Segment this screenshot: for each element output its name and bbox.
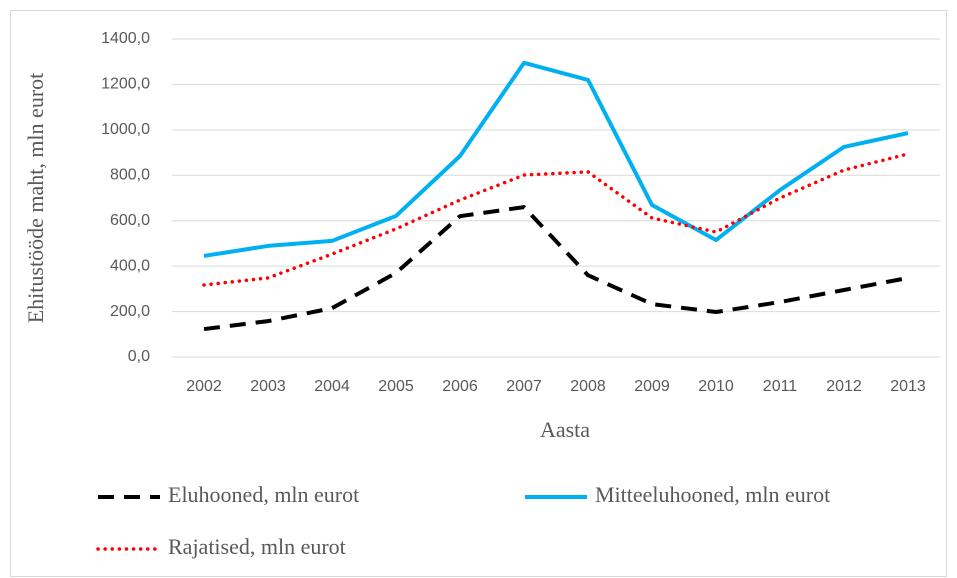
y-tick-label: 0,0: [128, 348, 150, 365]
x-tick-label: 2002: [186, 378, 222, 395]
chart-border: [10, 10, 947, 577]
legend-label: Rajatised, mln eurot: [168, 534, 346, 559]
x-axis-title: Aasta: [540, 417, 590, 442]
x-tick-label: 2004: [314, 378, 350, 395]
y-tick-label: 400,0: [110, 257, 150, 274]
y-axis-title: Ehitustööde maht, mln eurot: [23, 73, 48, 324]
x-tick-label: 2008: [570, 378, 606, 395]
y-tick-label: 1000,0: [101, 121, 150, 138]
legend-label: Eluhooned, mln eurot: [168, 482, 359, 507]
x-tick-label: 2005: [378, 378, 414, 395]
y-tick-label: 200,0: [110, 303, 150, 320]
x-tick-label: 2007: [506, 378, 542, 395]
series-line: [203, 205, 909, 332]
x-tick-label: 2006: [442, 378, 478, 395]
x-tick-label: 2010: [698, 378, 734, 395]
y-tick-label: 600,0: [110, 212, 150, 229]
series-line: [202, 152, 910, 287]
x-tick-label: 2003: [250, 378, 286, 395]
legend-label: Mitteeluhooned, mln eurot: [595, 482, 830, 507]
x-tick-label: 2011: [763, 378, 798, 395]
x-tick-label: 2013: [890, 378, 926, 395]
y-tick-label: 1400,0: [101, 30, 150, 47]
x-tick-label: 2012: [826, 378, 862, 395]
y-tick-label: 800,0: [110, 167, 150, 184]
series-line: [203, 60, 909, 258]
x-tick-label: 2009: [634, 378, 670, 395]
y-tick-label: 1200,0: [101, 76, 150, 93]
